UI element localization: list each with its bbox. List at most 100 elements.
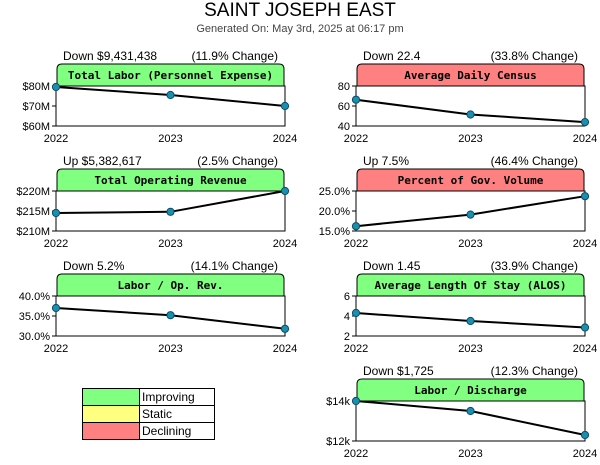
chart-5-ytick-label-3: 30.0%: [19, 331, 50, 343]
chart-1-point-2: [166, 90, 175, 100]
chart-3-xtick-label-2: 2023: [158, 238, 182, 250]
chart-3-ytick-label-1: $220M: [16, 186, 50, 198]
chart-5-title: Labor / Op. Rev.: [118, 279, 224, 292]
chart-1-summary-percent: (11.9% Change): [192, 49, 279, 63]
chart-3-ytick-label-2: $215M: [16, 206, 50, 218]
chart-7-ytick-label-2: $12k: [326, 436, 350, 448]
chart-4-summary-percent: (46.4% Change): [491, 154, 578, 168]
chart-2-xtick-label-3: 2024: [573, 133, 597, 145]
chart-3-point-1: [51, 208, 61, 218]
legend-swatch-declining: [82, 422, 140, 440]
chart-7-summary-percent: (12.3% Change): [491, 364, 578, 378]
chart-6-title: Average Length Of Stay (ALOS): [374, 279, 566, 292]
chart-7-series-line: [355, 400, 586, 436]
chart-5-ytick-label-1: 40.0%: [19, 291, 50, 303]
chart-2-ytick-label-1: 80: [338, 81, 350, 93]
chart-3-summary-change: Up $5,382,617: [63, 154, 142, 168]
chart-6-summary-change: Down 1.45: [363, 259, 421, 273]
legend-label-improving: Improving: [139, 388, 215, 406]
chart-3-xtick-label-1: 2022: [44, 238, 68, 250]
chart-4-summary-change: Up 7.5%: [363, 154, 409, 168]
legend-label-declining: Declining: [139, 422, 215, 440]
chart-3-ytick-label-3: $210M: [16, 226, 50, 238]
chart-1-xtick-label-1: 2022: [44, 133, 68, 145]
chart-4-xtick-label-2: 2023: [458, 238, 482, 250]
chart-3-point-2: [166, 207, 175, 216]
chart-4-point-1: [351, 222, 361, 231]
chart-5-summary-percent: (14.1% Change): [191, 259, 278, 273]
chart-7-ytick-label-1: $14k: [326, 396, 350, 408]
chart-6-point-3: [580, 323, 590, 332]
chart-4-title-banner: [356, 168, 585, 192]
chart-3-title-banner: [56, 168, 285, 192]
chart-5-xtick-label-2: 2023: [158, 343, 182, 355]
legend-row-declining: Declining: [82, 422, 215, 440]
chart-2-summary-percent: (33.8% Change): [491, 49, 578, 63]
chart-5-ytick-label-2: 35.0%: [19, 311, 50, 323]
chart-7-plot-area: [355, 400, 586, 442]
chart-6-point-2: [466, 316, 475, 326]
chart-7-point-2: [466, 406, 475, 416]
chart-4-ytick-label-1: 25.0%: [319, 186, 350, 198]
chart-2-xtick-label-2: 2023: [458, 133, 482, 145]
chart-6-ytick-label-1: 6: [344, 291, 350, 303]
chart-2-summary-change: Down 22.4: [363, 49, 421, 63]
chart-2-ytick-label-3: 40: [338, 121, 350, 133]
chart-5-xtick-label-3: 2024: [273, 343, 297, 355]
chart-1-xtick-label-2: 2023: [158, 133, 182, 145]
chart-6-title-banner: [356, 273, 585, 297]
chart-5-point-1: [51, 303, 61, 313]
chart-3-xtick-label-3: 2024: [273, 238, 297, 250]
chart-1-title-banner: [56, 63, 285, 87]
chart-6-xtick-label-1: 2022: [344, 343, 368, 355]
chart-5-point-3: [280, 324, 290, 333]
chart-5-point-2: [166, 311, 175, 320]
chart-4-ytick-label-2: 20.0%: [319, 206, 350, 218]
chart-1-ytick-label-2: $70M: [22, 101, 50, 113]
chart-4-title: Percent of Gov. Volume: [398, 174, 544, 187]
chart-7-xtick-label-2: 2023: [458, 448, 482, 460]
chart-4-xtick-label-1: 2022: [344, 238, 368, 250]
chart-4-ytick-label-3: 15.0%: [319, 226, 350, 238]
chart-1-point-3: [280, 101, 290, 111]
chart-2-ytick-label-2: 60: [338, 101, 350, 113]
chart-7-title: Labor / Discharge: [414, 384, 527, 397]
legend-label-static: Static: [139, 405, 215, 423]
chart-6-point-1: [351, 308, 361, 318]
chart-2-point-2: [466, 110, 475, 119]
chart-6-xtick-label-3: 2024: [573, 343, 597, 355]
chart-1-ytick-label-1: $80M: [22, 81, 50, 93]
chart-3-title: Total Operating Revenue: [94, 174, 247, 187]
legend-row-improving: Improving: [82, 388, 215, 406]
page-title: SAINT JOSEPH EAST: [204, 0, 396, 21]
chart-2-title: Average Daily Census: [404, 69, 536, 82]
chart-1-title: Total Labor (Personnel Expense): [68, 69, 273, 82]
legend-swatch-improving: [82, 388, 140, 406]
chart-2-point-1: [351, 95, 361, 104]
legend: Improving Static Declining: [82, 388, 215, 440]
chart-3-point-3: [280, 186, 290, 196]
chart-6-summary-percent: (33.9% Change): [491, 259, 578, 273]
chart-4-point-2: [466, 210, 475, 219]
chart-5-summary-change: Down 5.2%: [63, 259, 125, 273]
generated-timestamp: Generated On: May 3rd, 2025 at 06:17 pm: [196, 23, 404, 35]
chart-7-xtick-label-3: 2024: [573, 448, 597, 460]
chart-7-point-1: [351, 396, 361, 406]
chart-1-summary-change: Down $9,431,438: [63, 49, 157, 63]
chart-2-point-3: [580, 118, 590, 127]
chart-7-point-3: [580, 430, 590, 440]
chart-6-ytick-label-2: 4: [344, 311, 350, 323]
chart-6-ytick-label-3: 2: [344, 331, 350, 343]
legend-row-static: Static: [82, 405, 215, 423]
chart-7-summary-change: Down $1,725: [363, 364, 434, 378]
legend-swatch-static: [82, 405, 140, 423]
chart-2-xtick-label-1: 2022: [344, 133, 368, 145]
chart-5-title-banner: [56, 273, 285, 297]
chart-1-xtick-label-3: 2024: [273, 133, 297, 145]
chart-7-xtick-label-1: 2022: [344, 448, 368, 460]
chart-4-xtick-label-3: 2024: [573, 238, 597, 250]
chart-3-summary-percent: (2.5% Change): [197, 154, 278, 168]
chart-2-title-banner: [356, 63, 585, 87]
chart-1-point-1: [51, 82, 61, 92]
